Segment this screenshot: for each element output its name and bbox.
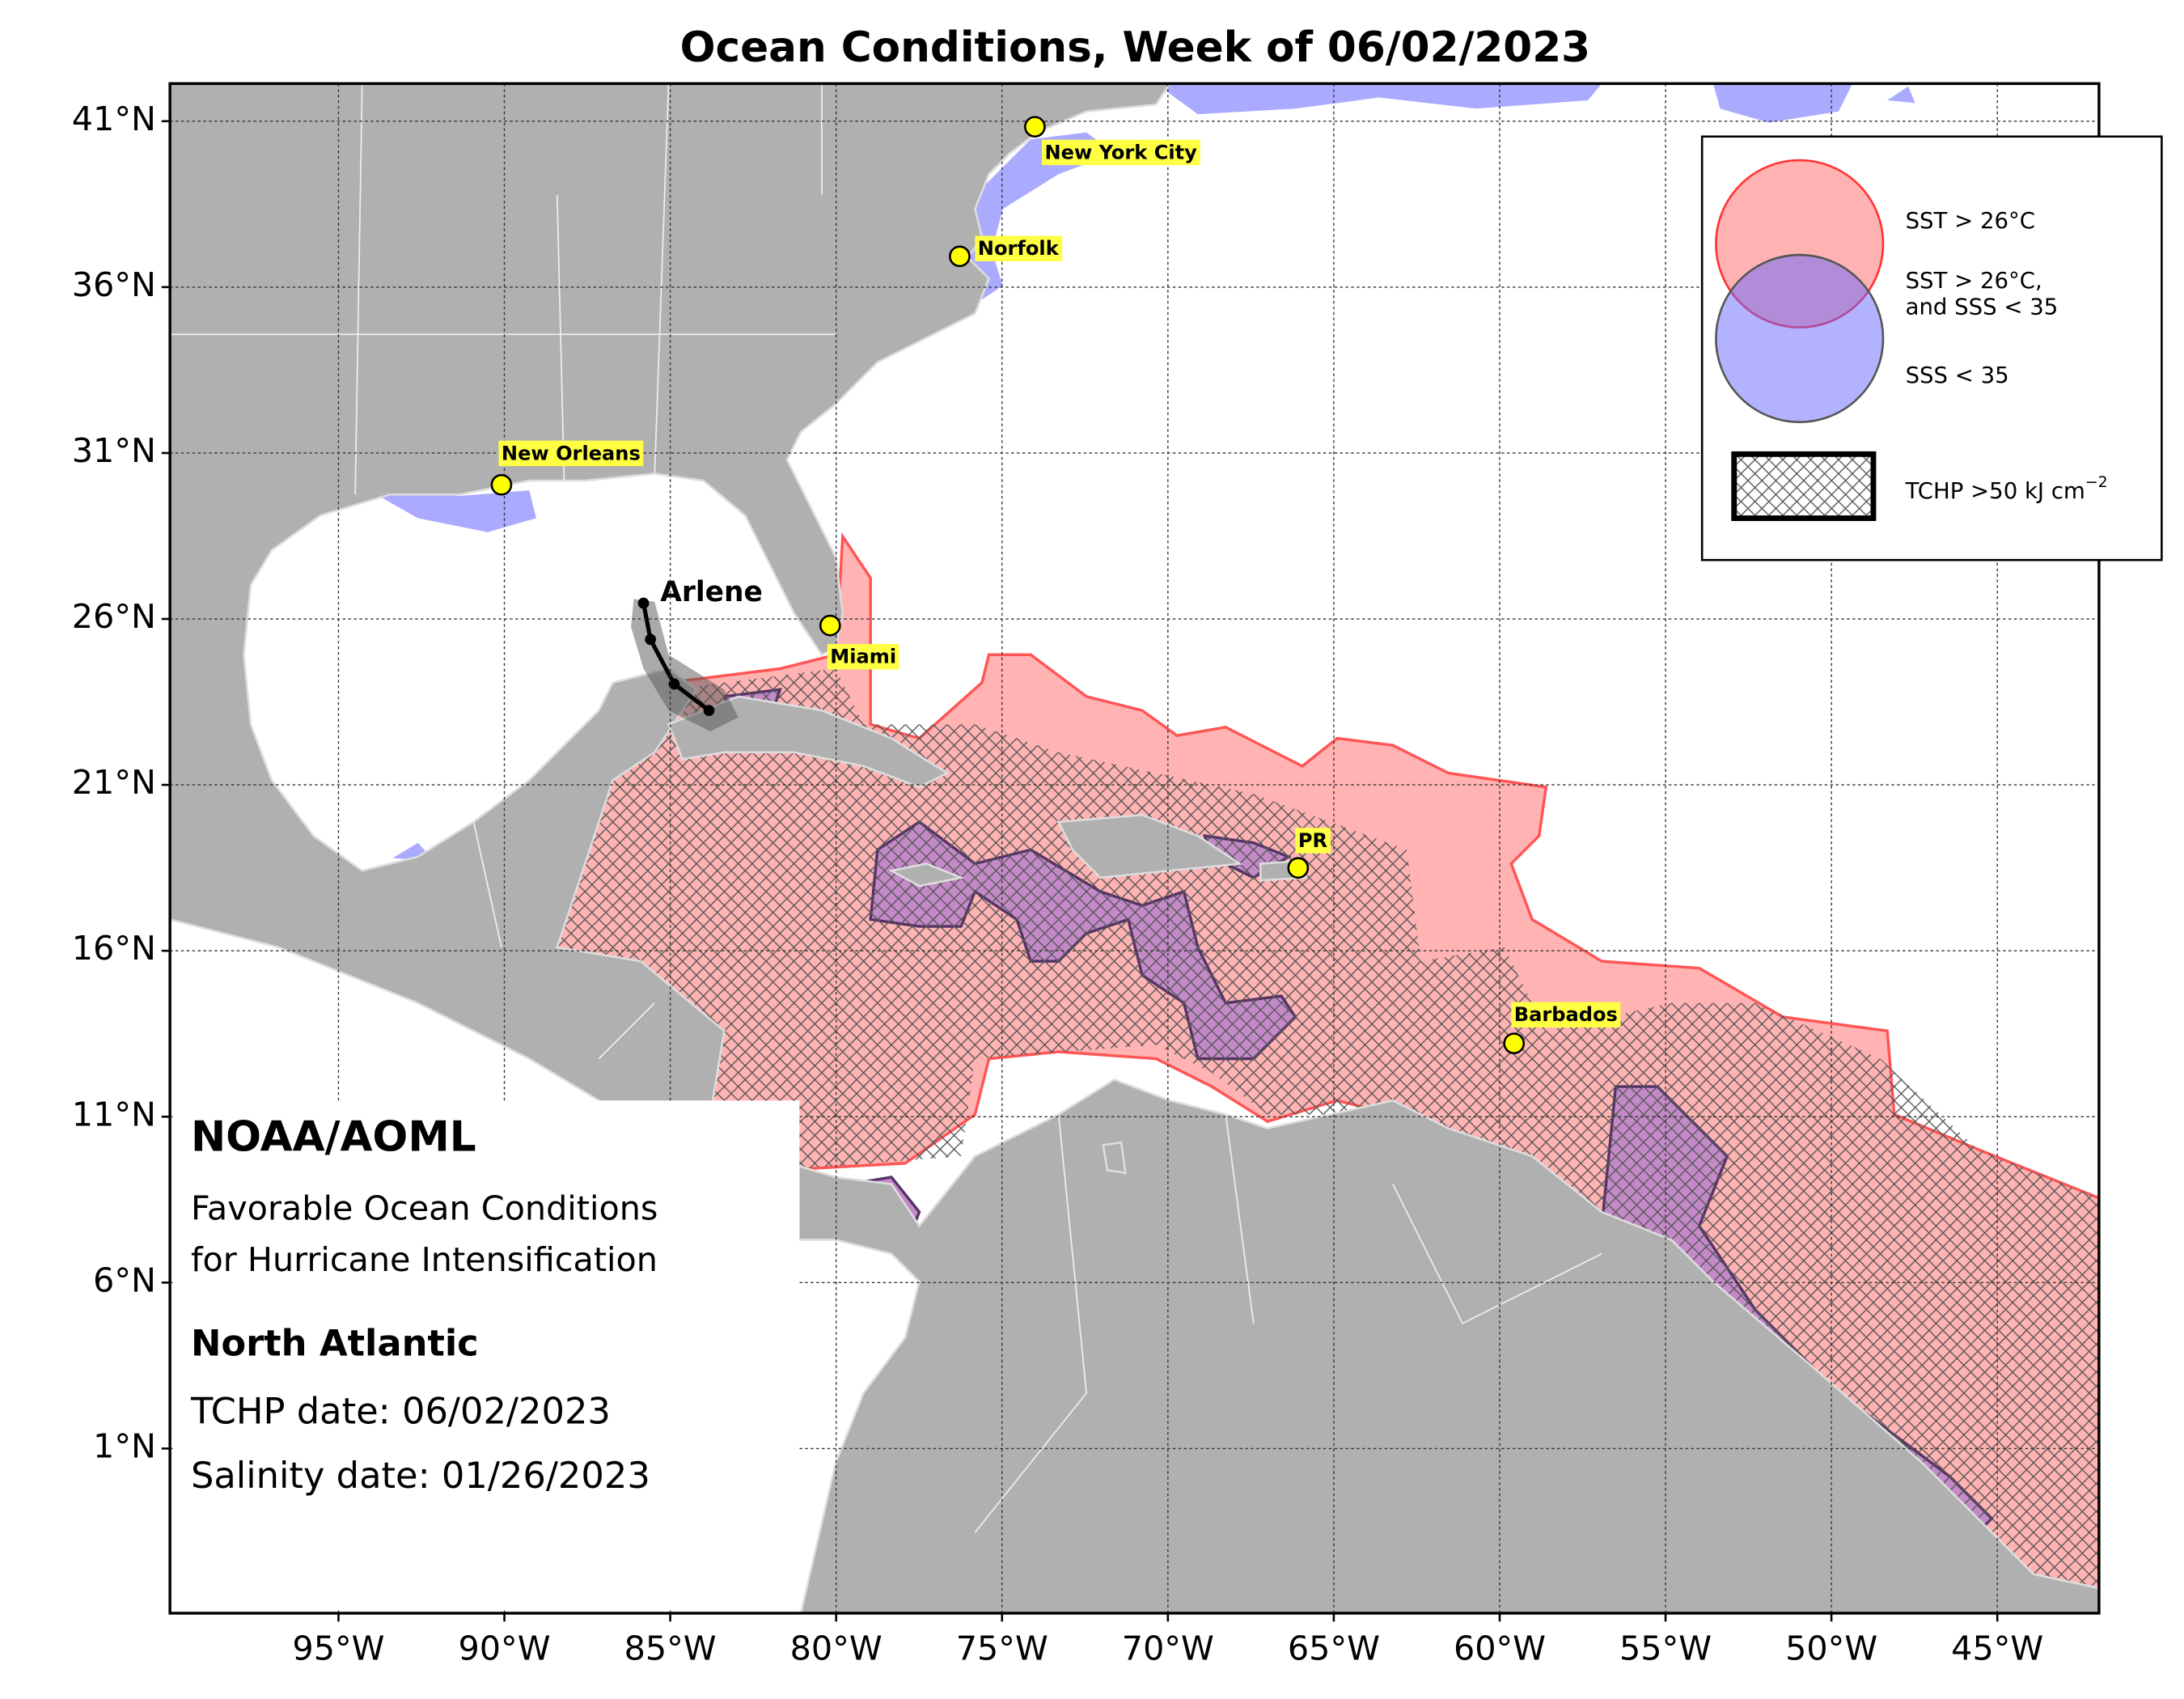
map-title: Ocean Conditions, Week of 06/02/2023	[680, 23, 1590, 72]
lon-tick-label: 75°W	[956, 1629, 1048, 1667]
legend-label-text: TCHP >50 kJ cm	[1905, 478, 2085, 504]
city-label-bg	[1511, 1002, 1621, 1027]
info-box	[172, 1100, 800, 1611]
lon-tick-label: 55°W	[1619, 1629, 1712, 1667]
lon-tick-label: 85°W	[624, 1629, 717, 1667]
lon-tick-label: 50°W	[1785, 1629, 1877, 1667]
frame	[168, 82, 2101, 1615]
city-marker	[819, 614, 841, 637]
lon-tick-label: 90°W	[459, 1629, 551, 1667]
lat-tick-label: 6°N	[93, 1260, 156, 1299]
city-label: New Orleans	[502, 442, 641, 464]
borders	[170, 83, 1602, 1533]
legend-sss	[1715, 253, 1885, 424]
storm-label: Arlene	[660, 576, 763, 608]
lat-tick-label: 36°N	[72, 265, 156, 304]
lon-tick-label: 65°W	[1288, 1629, 1380, 1667]
tchp-date: TCHP date: 06/02/2023	[190, 1390, 611, 1433]
lon-tick-label: 95°W	[292, 1629, 384, 1667]
lat-tick-label: 11°N	[72, 1095, 156, 1133]
lat-tick-label: 1°N	[93, 1426, 156, 1465]
org: NOAA/AOML	[191, 1112, 476, 1161]
region: North Atlantic	[191, 1321, 479, 1364]
cities: New York City Norfolk New Orleans Miami PR Ba…	[490, 116, 1621, 1055]
subtitle-line: Favorable Ocean Conditions	[191, 1188, 658, 1227]
salinity-date: Salinity date: 01/26/2023	[191, 1454, 650, 1497]
city-label: Norfolk	[978, 237, 1060, 260]
lat-tick-label: 41°N	[72, 100, 156, 138]
lon-tick-label: 80°W	[790, 1629, 882, 1667]
city-marker	[1024, 116, 1046, 138]
legend-label: SSS < 35	[1906, 362, 2009, 388]
city-label-bg	[498, 440, 644, 467]
grid: 41°N 36°N 31°N 26°N 21°N 16°N 11°N 6°N 1°N 95°W 90…	[72, 83, 2099, 1667]
legend-label: SST > 26°C	[1906, 208, 2035, 234]
city-marker	[490, 473, 513, 496]
storm-cone	[631, 599, 739, 731]
lon-tick-label: 60°W	[1454, 1629, 1546, 1667]
lon-tick-label: 70°W	[1122, 1629, 1214, 1667]
lon-tick-label: 45°W	[1951, 1629, 2043, 1667]
city-label: PR	[1298, 829, 1328, 852]
lat-tick-label: 16°N	[72, 929, 156, 968]
legend-tchp	[1731, 451, 1877, 521]
city-label: Barbados	[1514, 1003, 1618, 1026]
legend-label: SST > 26°C,	[1906, 268, 2042, 294]
storm-points	[637, 597, 715, 717]
city-marker	[949, 245, 971, 268]
city-marker	[1503, 1032, 1526, 1055]
city-label-bg	[1295, 828, 1331, 854]
subtitle-line: for Hurricane Intensification	[191, 1240, 658, 1279]
legend-label-sup: −2	[2085, 472, 2108, 490]
storm-track	[641, 603, 711, 713]
lat-tick-label: 26°N	[72, 597, 156, 636]
city-label-bg	[975, 235, 1063, 261]
legend-label: and SSS < 35	[1906, 294, 2059, 320]
lat-tick-label: 21°N	[72, 763, 156, 802]
city-label: New York City	[1044, 141, 1197, 163]
city-marker	[1287, 857, 1310, 879]
city-label: Miami	[830, 646, 896, 668]
lat-tick-label: 31°N	[72, 431, 156, 470]
city-label-bg	[1042, 139, 1200, 166]
legend-label: TCHP >50 kJ cm−2	[1905, 472, 2108, 504]
city-label-bg	[827, 644, 899, 670]
legend: SST > 26°C SST > 26°C, and SSS < 35 SSS …	[1700, 135, 2163, 561]
